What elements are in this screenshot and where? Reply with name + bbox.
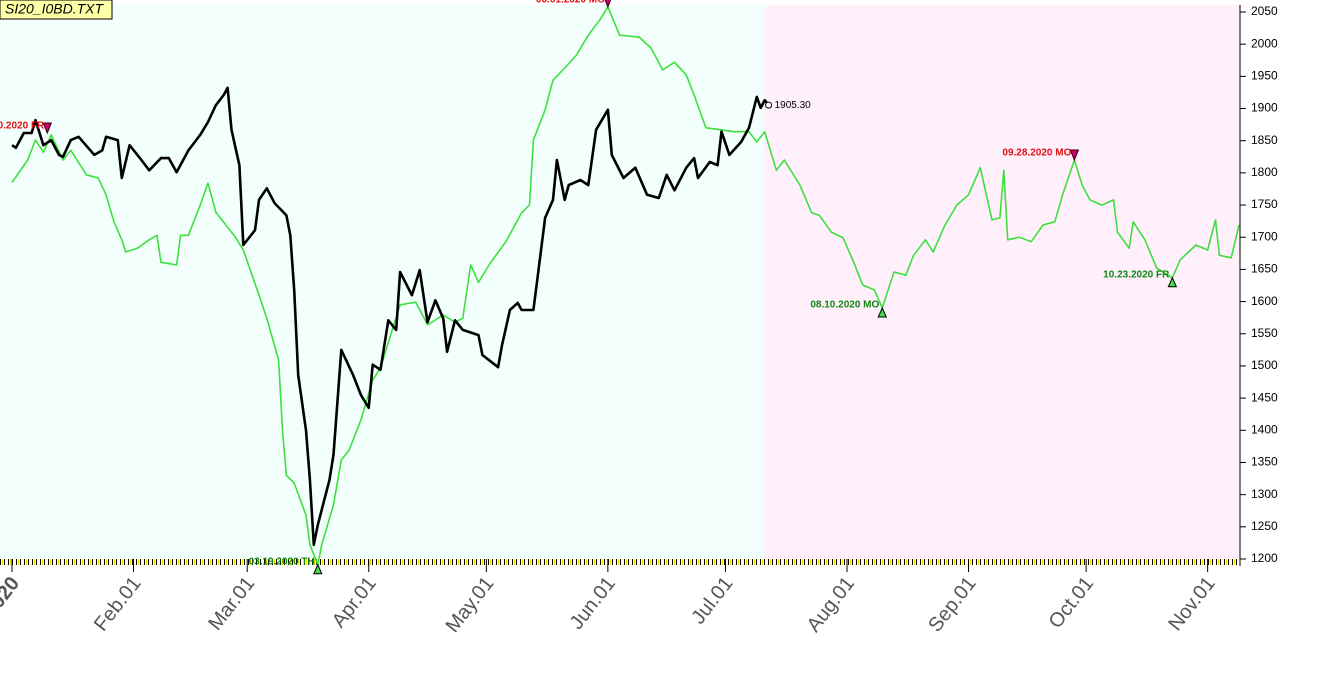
y-tick-label: 1900 bbox=[1251, 101, 1278, 115]
series-line bbox=[11, 86, 770, 547]
annotation-label: 06.01.2020 MO bbox=[536, 0, 605, 5]
marker-up bbox=[1167, 276, 1178, 288]
marker-circle bbox=[765, 101, 773, 109]
x-tick-label: Jul.01 bbox=[687, 573, 737, 629]
y-tick-label: 2000 bbox=[1251, 36, 1278, 50]
y-tick-label: 1400 bbox=[1251, 422, 1278, 436]
y-tick-label: 1550 bbox=[1251, 326, 1278, 340]
marker-up bbox=[313, 563, 323, 575]
y-tick-label: 1650 bbox=[1251, 262, 1278, 276]
annotation-label: 03.19.2020 TH bbox=[249, 556, 315, 567]
y-tick-label: 1250 bbox=[1251, 519, 1278, 533]
x-tick-label: Nov.01 bbox=[1164, 573, 1219, 635]
annotation-label: 09.28.2020 MO bbox=[1002, 148, 1071, 159]
y-tick-label: 1450 bbox=[1251, 390, 1278, 404]
year-label: 2020 bbox=[0, 573, 24, 622]
y-tick-label: 1300 bbox=[1251, 487, 1278, 501]
x-tick-label: Aug.01 bbox=[803, 573, 859, 636]
marker-up bbox=[877, 306, 888, 318]
y-tick-label: 1500 bbox=[1251, 358, 1278, 372]
chart-title: SI20_I0BD.TXT bbox=[5, 1, 104, 17]
x-tick-label: May.01 bbox=[442, 573, 499, 637]
value-label: 1905.30 bbox=[775, 100, 812, 111]
y-tick-label: 1600 bbox=[1251, 294, 1278, 308]
x-tick-label: Sep.01 bbox=[924, 573, 980, 636]
history-background bbox=[0, 5, 765, 559]
x-tick-label: Feb.01 bbox=[90, 573, 146, 636]
x-tick-label: Jun.01 bbox=[566, 573, 620, 634]
title-box bbox=[0, 0, 113, 20]
y-tick-label: 1800 bbox=[1251, 165, 1278, 179]
annotation-label: 10.23.2020 FR bbox=[1103, 269, 1170, 280]
marker-down bbox=[1069, 149, 1080, 162]
projection-background bbox=[764, 5, 1240, 559]
y-tick-label: 1700 bbox=[1251, 229, 1278, 243]
x-tick-label: Oct.01 bbox=[1045, 573, 1099, 633]
series-line bbox=[11, 6, 1240, 566]
annotation-label: 08.10.2020 MO bbox=[810, 300, 879, 311]
x-tick-label: Mar.01 bbox=[204, 573, 259, 635]
y-tick-label: 1350 bbox=[1251, 455, 1278, 469]
background bbox=[0, 5, 1240, 559]
y-tick-label: 1850 bbox=[1251, 133, 1278, 147]
marker-down bbox=[42, 122, 53, 135]
y-tick-label: 2050 bbox=[1251, 4, 1278, 18]
annotation-label: 0.2020 FR bbox=[0, 121, 45, 132]
y-tick-label: 1750 bbox=[1251, 197, 1278, 211]
x-tick-label: Apr.01 bbox=[328, 573, 381, 632]
y-tick-label: 1950 bbox=[1251, 69, 1278, 83]
marker-down bbox=[604, 0, 612, 9]
y-tick-label: 1200 bbox=[1251, 551, 1278, 565]
